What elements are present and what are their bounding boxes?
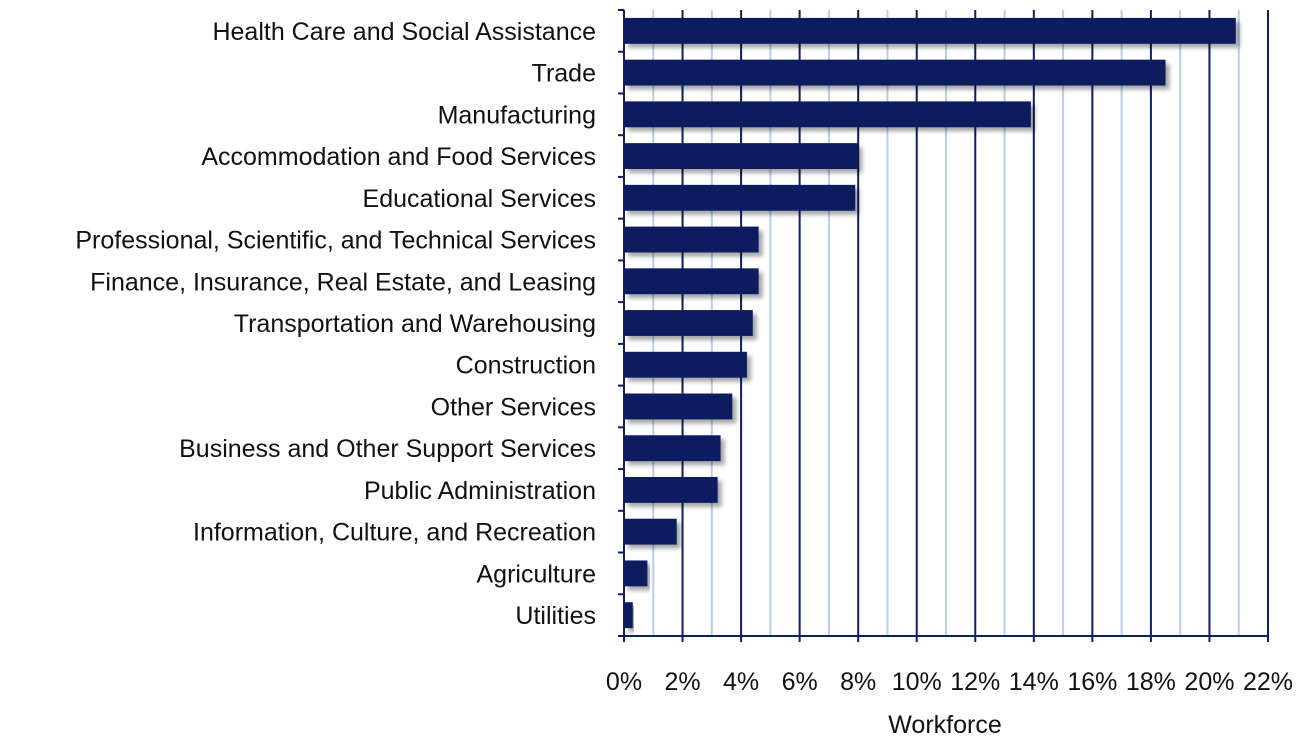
x-axis-title: Workforce [888,711,1001,738]
category-label: Educational Services [363,185,596,213]
category-label: Professional, Scientific, and Technical … [75,227,596,255]
x-tick-label: 4% [723,668,759,696]
category-label: Public Administration [364,477,596,505]
bar [624,310,753,336]
bar [624,59,1166,86]
x-tick-label: 18% [1126,668,1176,696]
x-tick-label: 20% [1184,668,1234,696]
category-label: Finance, Insurance, Real Estate, and Lea… [90,268,596,296]
bar [624,435,721,462]
x-tick-label: 6% [782,668,818,696]
category-label: Information, Culture, and Recreation [193,519,596,547]
bar [624,476,718,503]
bar [624,518,677,545]
category-label: Manufacturing [438,101,596,129]
category-label: Construction [456,352,596,380]
x-tick-label: 14% [1009,668,1059,696]
category-label: Accommodation and Food Services [201,143,596,171]
bar [624,268,759,295]
category-label: Business and Other Support Services [179,435,596,463]
x-tick-label: 8% [840,668,876,696]
category-label: Trade [532,60,596,88]
category-label: Other Services [431,393,596,421]
bar [624,184,856,211]
category-label: Agriculture [477,560,597,588]
bar [624,226,759,253]
x-tick-label: 16% [1067,668,1117,696]
bar [624,17,1236,44]
category-label: Health Care and Social Assistance [212,18,596,46]
bar [624,393,733,420]
bar [624,602,633,629]
category-labels: Health Care and Social Assistance Trade Ma… [75,18,596,630]
bar [624,101,1031,128]
bars [624,17,1236,629]
x-tick-label: 2% [664,668,700,696]
x-tick-labels: 0% 2% 4% 6% 8% 10% 12% 14% 16% 18% 20% 22% [606,668,1293,696]
x-tick-label: 10% [892,668,942,696]
bar [624,560,648,587]
x-tick-label: 22% [1243,668,1293,696]
category-label: Utilities [515,602,596,630]
x-tick-label: 0% [606,668,642,696]
category-label: Transportation and Warehousing [234,310,596,338]
bar [624,143,859,170]
bar [624,351,747,378]
x-tick-label: 12% [950,668,1000,696]
